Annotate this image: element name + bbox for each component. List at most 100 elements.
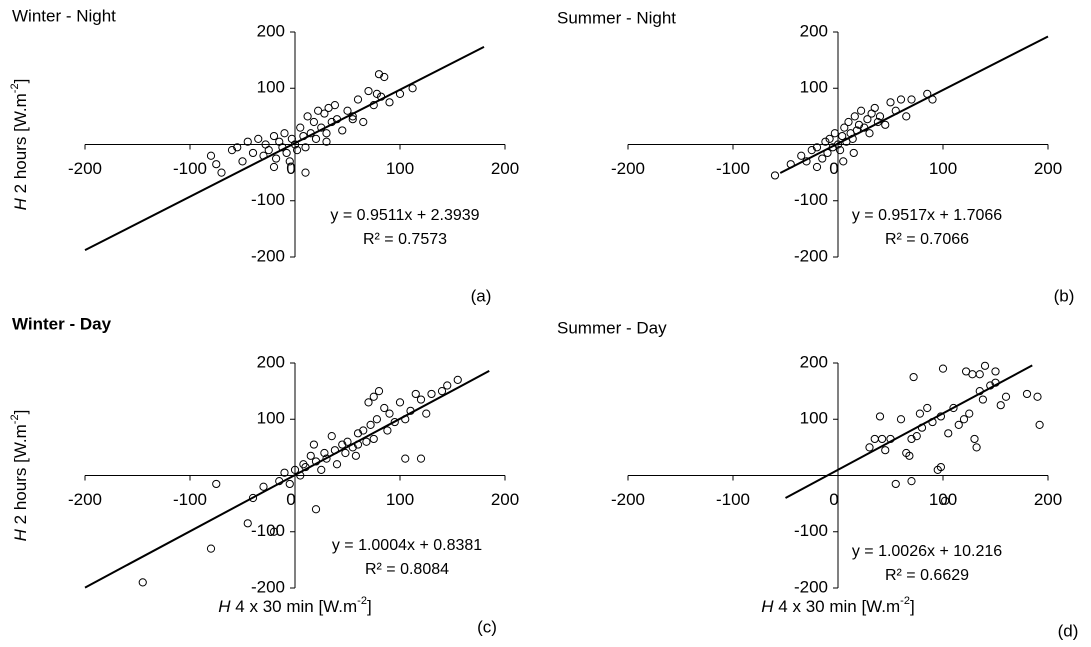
- r-squared: R² = 0.7066: [885, 231, 969, 248]
- point: [327, 432, 336, 441]
- point: [301, 168, 310, 177]
- point: [364, 86, 373, 96]
- y-tick-label: -200: [794, 577, 828, 596]
- point: [212, 160, 221, 169]
- y-tick-label: 200: [257, 352, 285, 371]
- axis-label-text: 2 hours [W.m: [11, 424, 30, 529]
- point: [427, 389, 436, 399]
- point: [938, 364, 948, 373]
- axis-label-var: H: [11, 528, 30, 541]
- point: [309, 440, 318, 449]
- point: [849, 148, 858, 158]
- x-tick-label: -100: [716, 159, 750, 178]
- point: [416, 454, 426, 463]
- point: [891, 479, 900, 489]
- point: [309, 117, 318, 127]
- point: [1001, 392, 1011, 401]
- y-tick-label: -100: [251, 190, 285, 209]
- point: [875, 412, 885, 421]
- point: [770, 171, 780, 180]
- point: [369, 434, 378, 444]
- point: [383, 426, 392, 435]
- point: [818, 154, 827, 163]
- point: [830, 129, 839, 138]
- point: [968, 370, 977, 379]
- point: [233, 143, 242, 152]
- axis-label-sup: -2: [900, 595, 910, 607]
- point: [217, 168, 226, 177]
- point: [272, 154, 281, 163]
- point: [907, 95, 916, 104]
- point: [390, 417, 399, 427]
- point: [338, 126, 347, 135]
- point: [248, 493, 258, 503]
- axis-label: H 4 x 30 min [W.m-2]: [761, 595, 914, 617]
- point: [364, 398, 373, 407]
- point: [206, 544, 216, 553]
- point: [857, 106, 866, 115]
- point: [332, 460, 342, 469]
- panel-label: (d): [1058, 621, 1079, 640]
- point: [991, 367, 1000, 376]
- x-tick-label: -200: [68, 159, 102, 178]
- x-tick-label: 200: [1034, 159, 1062, 178]
- x-tick-label: 0: [829, 159, 838, 178]
- axis-label-sup: -2: [9, 83, 21, 93]
- point: [944, 429, 953, 438]
- point: [374, 387, 384, 396]
- x-tick-label: 0: [286, 159, 295, 178]
- point: [317, 465, 326, 474]
- point: [850, 112, 859, 121]
- x-tick-label: 200: [1034, 490, 1062, 509]
- point: [408, 84, 417, 93]
- point: [936, 462, 946, 472]
- y-tick-label: -200: [251, 577, 285, 596]
- point: [351, 451, 360, 460]
- point: [840, 123, 849, 132]
- point: [330, 101, 339, 110]
- equation: y = 1.0004x + 0.8381: [332, 537, 482, 554]
- point: [280, 129, 289, 138]
- point: [972, 443, 981, 452]
- point: [878, 434, 887, 444]
- x-tick-label: -100: [716, 490, 750, 509]
- point: [422, 409, 431, 418]
- axis-label-var: H: [11, 197, 30, 210]
- axis-label-end: ]: [11, 79, 30, 84]
- point: [322, 129, 331, 138]
- point: [838, 131, 847, 141]
- y-tick-label: 100: [257, 78, 285, 97]
- point: [385, 409, 394, 418]
- y-tick-label: -200: [794, 246, 828, 265]
- point: [821, 137, 830, 146]
- point: [844, 117, 853, 127]
- point: [941, 496, 950, 505]
- point: [290, 465, 300, 474]
- point: [905, 451, 914, 460]
- point: [965, 409, 974, 418]
- point: [870, 103, 879, 113]
- point: [353, 95, 363, 104]
- point: [411, 389, 420, 399]
- axis-label-end: ]: [367, 597, 372, 616]
- axis-label-text: 2 hours [W.m: [11, 93, 30, 198]
- x-tick-label: -100: [173, 490, 207, 509]
- point: [996, 401, 1005, 410]
- point: [320, 448, 329, 458]
- panel-title: Winter - Night: [12, 6, 116, 25]
- axis-label-end: ]: [11, 410, 30, 415]
- point: [1022, 389, 1032, 399]
- axis-label-sup: -2: [357, 595, 367, 607]
- point: [865, 443, 874, 452]
- point: [865, 129, 874, 138]
- equation: y = 0.9517x + 1.7066: [852, 207, 1002, 224]
- point: [797, 151, 806, 160]
- axis-label: H 2 hours [W.m-2]: [9, 79, 31, 211]
- point: [380, 72, 389, 82]
- point: [341, 448, 350, 458]
- point: [839, 157, 848, 166]
- point: [243, 137, 252, 146]
- point: [293, 146, 302, 155]
- point: [812, 162, 822, 172]
